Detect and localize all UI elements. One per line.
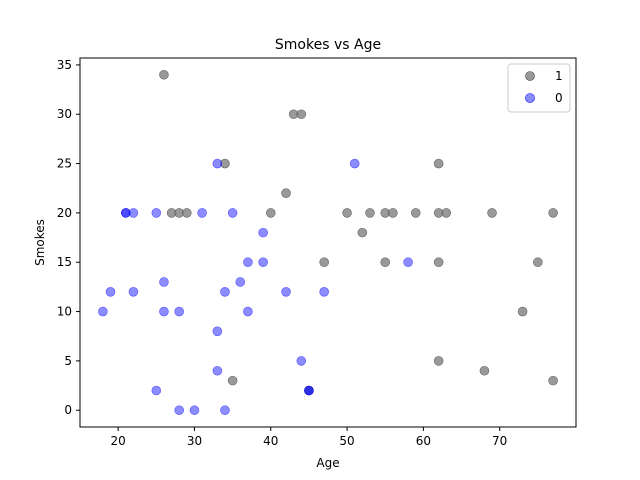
y-tick-label: 5	[64, 354, 72, 368]
point-series-1-28	[227, 375, 238, 386]
point-series-0-11	[243, 257, 253, 268]
point-series-0-30	[189, 405, 200, 416]
x-tick-label: 50	[339, 434, 354, 448]
point-series-1-5	[281, 188, 291, 198]
legend-label-series-1: 1	[555, 69, 563, 83]
point-series-0-26	[151, 385, 162, 396]
legend-marker-series-0	[525, 93, 535, 103]
legend-marker-series-1	[525, 71, 535, 81]
point-series-0-24	[296, 356, 307, 366]
point-series-1-22	[433, 257, 444, 268]
point-series-1-16	[441, 208, 452, 218]
x-tick-label: 60	[416, 434, 431, 448]
point-series-1-25	[433, 356, 444, 366]
point-series-1-24	[517, 306, 528, 317]
point-series-1-17	[487, 208, 497, 218]
x-tick-label: 40	[263, 434, 278, 448]
point-series-1-13	[388, 208, 398, 218]
y-tick-label: 10	[57, 305, 72, 319]
point-series-0-19	[98, 306, 108, 317]
point-series-1-4	[433, 158, 444, 169]
point-series-0-4	[128, 208, 139, 218]
y-tick-label: 15	[57, 255, 72, 269]
point-series-0-28	[304, 385, 314, 396]
point-series-0-23	[212, 326, 223, 337]
point-series-0-25	[212, 365, 223, 376]
point-series-1-11	[365, 208, 375, 218]
point-series-1-0	[159, 69, 169, 80]
point-series-0-22	[243, 306, 253, 317]
x-tick-label: 20	[111, 434, 126, 448]
point-series-0-31	[220, 405, 230, 416]
point-series-1-19	[357, 227, 368, 238]
point-series-0-29	[174, 405, 184, 416]
point-series-0-13	[403, 257, 413, 268]
point-series-1-21	[380, 257, 391, 268]
point-series-0-0	[212, 158, 223, 169]
point-series-0-5	[151, 208, 162, 218]
point-series-0-8	[258, 227, 268, 238]
x-tick-label: 30	[187, 434, 202, 448]
point-series-0-6	[197, 208, 207, 218]
point-series-1-20	[319, 257, 329, 268]
y-tick-label: 25	[57, 157, 72, 171]
point-series-1-14	[410, 208, 421, 218]
point-series-0-7	[227, 208, 238, 218]
y-axis-label: Smokes	[33, 219, 47, 266]
point-series-0-3	[120, 208, 131, 218]
point-series-1-26	[479, 365, 490, 376]
point-series-0-20	[159, 306, 169, 317]
point-series-0-21	[174, 306, 184, 317]
legend-box	[507, 63, 571, 113]
point-series-0-9	[159, 277, 169, 287]
point-series-0-18	[319, 287, 329, 297]
legend: 1 0	[507, 63, 571, 113]
x-axis-ticks: 20 30 40 50 60 70	[111, 427, 507, 448]
point-series-1-23	[533, 257, 543, 268]
point-series-1-18	[548, 208, 558, 218]
point-series-0-12	[258, 257, 268, 268]
y-tick-label: 30	[57, 107, 72, 121]
point-series-1-8	[182, 208, 192, 218]
point-series-1-9	[265, 208, 276, 218]
y-tick-label: 20	[57, 206, 72, 220]
point-series-0-15	[128, 287, 139, 297]
point-series-0-14	[105, 287, 116, 297]
point-series-1-2	[296, 109, 307, 120]
plot-frame	[79, 57, 577, 428]
plot-points	[98, 69, 558, 416]
legend-label-series-0: 0	[555, 91, 563, 105]
point-series-1-10	[342, 208, 352, 218]
point-series-0-17	[281, 287, 291, 297]
point-series-1-27	[548, 375, 558, 386]
x-tick-label: 70	[492, 434, 507, 448]
y-axis-ticks: 0 5 10 15 20 25 30 35	[57, 58, 80, 417]
point-series-0-10	[235, 277, 246, 287]
x-axis-label: Age	[316, 456, 339, 470]
y-tick-label: 0	[64, 403, 72, 417]
point-series-0-16	[220, 287, 230, 297]
point-series-1-3	[220, 158, 230, 169]
y-tick-label: 35	[57, 58, 72, 72]
point-series-0-1	[349, 158, 360, 169]
chart-title: Smokes vs Age	[275, 37, 381, 53]
